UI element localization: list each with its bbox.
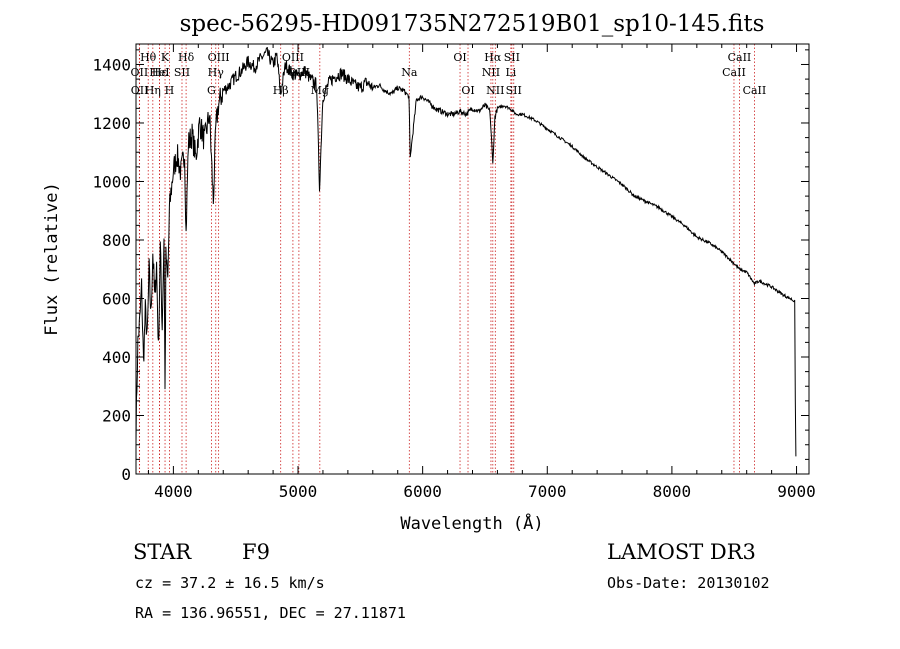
y-tick-label-5: 1000 — [92, 172, 131, 191]
line-label-4: K — [161, 51, 170, 64]
line-label-2: OII — [131, 84, 149, 97]
y-tick-label-0: 0 — [121, 465, 131, 484]
line-label-26: CaII — [728, 51, 752, 64]
line-label-0: Hθ — [140, 51, 157, 64]
y-tick-label-6: 1200 — [92, 114, 131, 133]
line-label-20: Hα — [484, 51, 502, 64]
x-axis-label: Wavelength (Å) — [400, 512, 543, 534]
line-label-19: OI — [461, 84, 474, 97]
coordinates-text: RA = 136.96551, DEC = 27.11871 — [135, 604, 406, 622]
y-tick-label-7: 1400 — [92, 55, 131, 74]
line-label-24: Li — [505, 66, 516, 79]
line-label-25: SII — [506, 84, 522, 97]
line-label-21: NII — [482, 66, 500, 79]
axis-tick-labels: 4000 5000 6000 7000 8000 9000 0 200 400 600 800 100… — [92, 55, 815, 501]
line-label-27: CaII — [722, 66, 746, 79]
y-tick-label-4: 800 — [102, 231, 131, 250]
redshift-text: cz = 37.2 ± 16.5 km/s — [135, 574, 325, 592]
line-label-22: NII — [486, 84, 504, 97]
y-tick-label-2: 400 — [102, 348, 131, 367]
flux-series-line — [135, 47, 797, 457]
survey-label: LAMOST DR3 — [607, 540, 756, 564]
line-label-17: Na — [401, 66, 418, 79]
line-label-14: OIII — [282, 51, 304, 64]
line-label-9: Hη — [145, 84, 161, 97]
class-label: STAR — [133, 540, 192, 564]
line-label-10: OIII — [208, 51, 230, 64]
line-label-11: Hγ — [208, 66, 225, 79]
line-label-12: G — [207, 84, 216, 97]
x-tick-label-5: 9000 — [777, 482, 816, 501]
x-tick-label-4: 8000 — [653, 482, 692, 501]
y-axis-label: Flux (relative) — [42, 182, 62, 336]
x-tick-label-0: 4000 — [154, 482, 193, 501]
x-tick-label-3: 7000 — [528, 482, 567, 501]
y-tick-label-3: 600 — [102, 289, 131, 308]
axis-ticks — [136, 44, 809, 475]
subclass-label: F9 — [242, 540, 270, 564]
line-label-5: H — [165, 84, 175, 97]
line-label-8: Hδ — [178, 51, 195, 64]
y-tick-label-1: 200 — [102, 406, 131, 425]
line-label-18: OI — [453, 51, 466, 64]
line-label-3: Hε — [152, 66, 168, 79]
line-label-1: OII — [131, 66, 149, 79]
chart-title: spec-56295-HD091735N272519B01_sp10-145.f… — [180, 11, 765, 37]
spectral-line-markers — [138, 44, 755, 474]
x-tick-label-1: 5000 — [279, 482, 318, 501]
x-tick-label-2: 6000 — [403, 482, 442, 501]
plot-frame — [135, 43, 810, 475]
line-label-7: SII — [174, 66, 190, 79]
line-label-6: HeI — [149, 66, 169, 79]
line-label-23: SII — [504, 51, 520, 64]
obs-date-text: Obs-Date: 20130102 — [607, 574, 770, 592]
line-label-28: CaII — [743, 84, 767, 97]
